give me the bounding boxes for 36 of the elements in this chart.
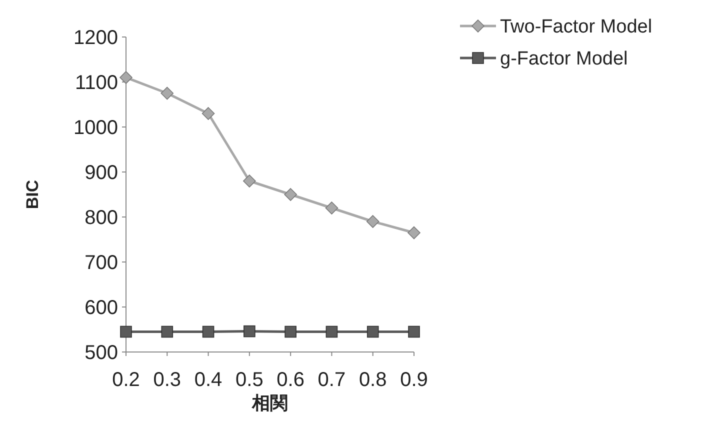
y-tick-label: 600 — [84, 297, 118, 319]
x-tick-label: 0.2 — [112, 369, 140, 391]
y-tick-label: 1000 — [74, 117, 118, 139]
point — [326, 326, 338, 338]
legend-label: g-Factor Model — [500, 48, 628, 70]
point — [160, 86, 174, 100]
x-tick-label: 0.7 — [318, 369, 346, 391]
point — [202, 326, 214, 338]
legend-label: Two-Factor Model — [500, 16, 652, 38]
x-axis-title: 相関 — [251, 393, 288, 413]
x-tick-label: 0.4 — [194, 369, 222, 391]
point — [366, 215, 380, 228]
point — [408, 326, 420, 338]
x-tick-label: 0.5 — [236, 369, 264, 391]
point — [120, 71, 132, 84]
point — [408, 226, 420, 240]
y-tick-label: 900 — [84, 162, 118, 184]
y-tick-label: 700 — [84, 252, 118, 274]
x-tick-label: 0.8 — [358, 369, 387, 391]
point — [243, 174, 256, 188]
y-tick-label: 800 — [84, 207, 118, 229]
point — [284, 188, 297, 201]
point — [202, 107, 215, 120]
point — [284, 326, 296, 338]
x-tick-label: 0.3 — [153, 369, 182, 391]
point — [161, 326, 174, 338]
point — [244, 325, 256, 338]
y-axis-title: BIC — [23, 180, 42, 210]
point — [366, 326, 379, 338]
point — [325, 202, 338, 214]
point — [120, 326, 132, 338]
y-tick-label: 1200 — [74, 27, 118, 49]
x-tick-label: 0.6 — [276, 369, 304, 391]
y-tick-label: 1100 — [74, 72, 118, 94]
x-tick-label: 0.9 — [400, 369, 428, 391]
y-tick-label: 500 — [84, 342, 118, 364]
